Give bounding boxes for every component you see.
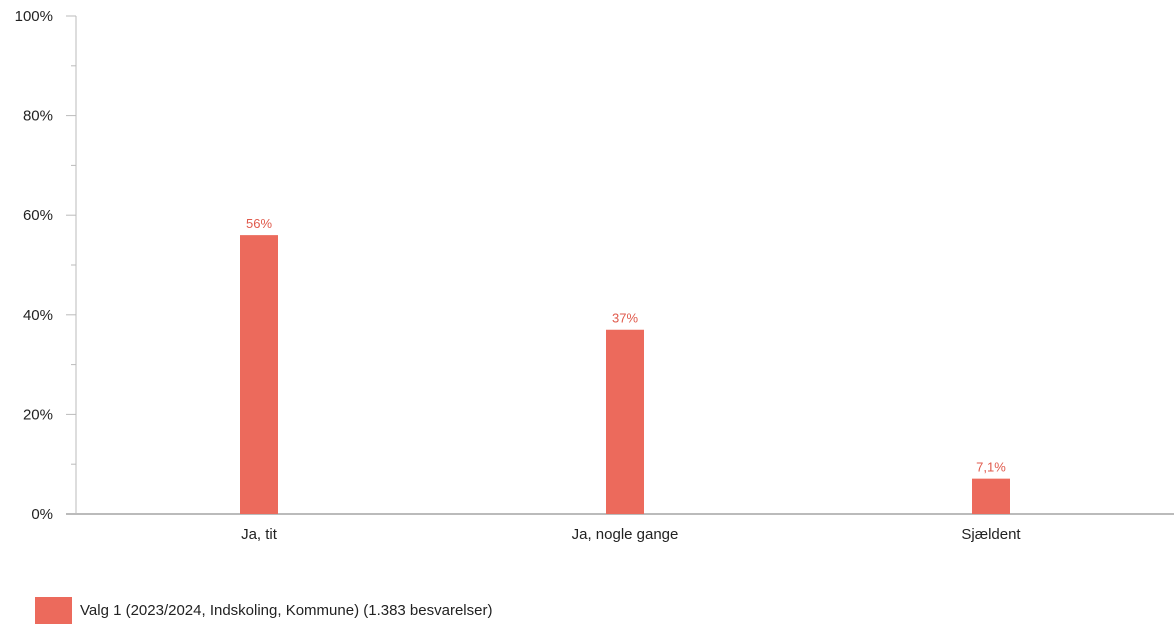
legend-label: Valg 1 (2023/2024, Indskoling, Kommune) …: [80, 602, 493, 619]
y-tick-label: 40%: [23, 307, 53, 324]
bar: [240, 235, 278, 514]
y-tick-label: 0%: [31, 506, 53, 523]
bar-chart: 0% 20% 40% 60% 80% 100% Ja, tit Ja, nogle gang…: [15, 8, 1174, 543]
y-tick-label: 80%: [23, 108, 53, 125]
legend: Valg 1 (2023/2024, Indskoling, Kommune) …: [35, 597, 492, 624]
bar-value-label: 56%: [246, 216, 272, 231]
y-tick-label: 100%: [15, 8, 53, 25]
bar: [972, 478, 1010, 514]
bars: [240, 235, 1010, 514]
y-tick-label: 20%: [23, 406, 53, 423]
legend-swatch: [35, 597, 72, 624]
y-tick-label: 60%: [23, 207, 53, 224]
y-axis: 0% 20% 40% 60% 80% 100%: [15, 8, 77, 523]
data-labels: 56% 37% 7,1%: [246, 216, 1006, 475]
bar-value-label: 7,1%: [976, 460, 1006, 475]
bar: [606, 329, 644, 514]
x-category-label: Ja, tit: [241, 526, 278, 543]
bar-value-label: 37%: [612, 311, 638, 326]
x-category-label: Ja, nogle gange: [572, 526, 679, 543]
x-axis: Ja, tit Ja, nogle gange Sjældent: [66, 513, 1174, 543]
x-category-label: Sjældent: [961, 526, 1021, 543]
